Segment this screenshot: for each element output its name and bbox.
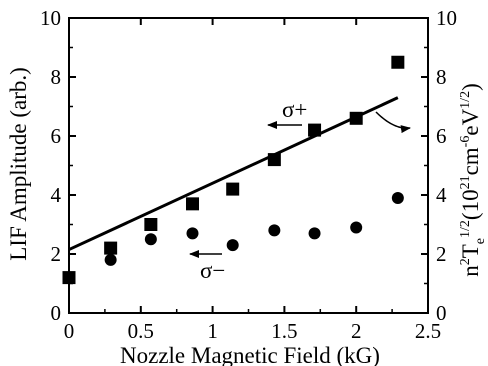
plot-frame-group	[68, 17, 429, 314]
square-point	[104, 241, 118, 255]
fit-line	[68, 96, 399, 251]
square-point	[185, 197, 199, 211]
tick-labels-group: 0 0.5 1 1.5 2 2.50 02 24 46 68 810 10	[40, 6, 457, 343]
sigma-minus-label: σ−	[200, 258, 225, 283]
y-right-title-close: )	[458, 83, 483, 91]
square-point	[308, 123, 322, 137]
x-tick-label: 2.5	[415, 319, 441, 343]
y-tick-label-left: 6	[51, 124, 62, 148]
square-point	[62, 271, 76, 285]
square-point	[349, 111, 363, 125]
y-axis-left-title: LIF Amplitude (arb.)	[6, 67, 31, 261]
y-right-title-open: (10	[458, 189, 483, 220]
y-right-title-T: T	[458, 244, 483, 258]
x-tick-label: 1.5	[271, 319, 297, 343]
y-tick-label-right: 4	[436, 183, 447, 207]
y-right-title-cm: cm	[458, 147, 483, 175]
x-tick-label: 0	[64, 319, 75, 343]
circle-point	[308, 227, 321, 240]
circle-point	[104, 253, 117, 266]
y-right-title-sup-half-2: 1/2	[458, 91, 473, 109]
y-right-title-n: n	[458, 265, 483, 277]
y-right-title-sup-half: 1/2	[458, 220, 473, 238]
y-tick-label-left: 2	[51, 242, 62, 266]
y-tick-label-left: 4	[51, 183, 62, 207]
y-right-title-sup-2: 2	[458, 258, 473, 265]
y-tick-label-left: 10	[40, 6, 61, 30]
x-tick-label: 1	[207, 319, 218, 343]
square-point	[391, 55, 405, 69]
y-right-title-eV: eV	[458, 108, 483, 135]
square-point	[267, 153, 281, 167]
circle-point	[350, 221, 363, 234]
fit-line-group	[68, 96, 399, 251]
y-right-title-sup-neg6: -6	[458, 136, 473, 148]
circle-point	[268, 224, 281, 237]
y-tick-label-right: 6	[436, 124, 447, 148]
square-point	[226, 182, 240, 196]
data-marks-group	[62, 55, 405, 285]
y-tick-label-left: 8	[51, 65, 62, 89]
y-right-title-sup-21: 21	[458, 175, 473, 189]
y-tick-label-right: 0	[436, 301, 447, 325]
circle-point	[144, 233, 157, 246]
circle-point	[391, 191, 404, 204]
y-right-title-sub-e: e	[473, 238, 488, 244]
circle-point	[186, 227, 199, 240]
x-tick-label: 2	[351, 319, 362, 343]
y-tick-label-left: 0	[51, 301, 62, 325]
y-tick-label-right: 8	[436, 65, 447, 89]
y-axis-right-title: n2Te1/2(1021cm-6eV1/2)	[458, 83, 488, 277]
x-axis-title: Nozzle Magnetic Field (kG)	[120, 343, 380, 366]
y-tick-label-right: 10	[436, 6, 457, 30]
circle-point	[226, 239, 239, 252]
square-point	[144, 218, 158, 231]
x-tick-label: 0.5	[128, 319, 154, 343]
sigma-plus-label: σ+	[282, 97, 307, 122]
y-tick-label-right: 2	[436, 242, 447, 266]
right-axis-arrow	[375, 111, 411, 134]
